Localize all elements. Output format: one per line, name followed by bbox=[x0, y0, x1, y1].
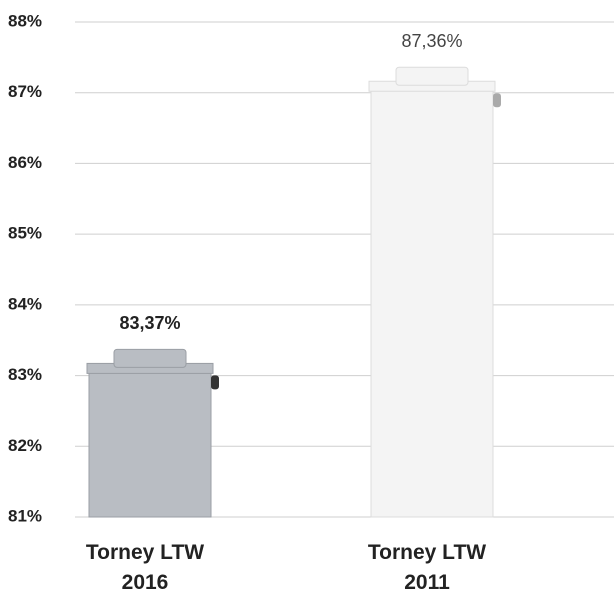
bar bbox=[370, 84, 494, 518]
y-tick-label: 88% bbox=[8, 11, 42, 30]
y-tick-label: 84% bbox=[8, 294, 42, 313]
x-tick-label: Torney LTW 2011 bbox=[367, 541, 487, 594]
lid-top bbox=[395, 66, 469, 86]
y-tick-label: 86% bbox=[8, 153, 42, 172]
y-tick-label: 83% bbox=[8, 365, 42, 384]
value-label: 83,37% bbox=[119, 313, 180, 333]
x-tick-label: Torney LTW 2016 bbox=[85, 541, 205, 594]
y-tick-label: 81% bbox=[8, 506, 42, 525]
value-label: 87,36% bbox=[401, 31, 462, 51]
lid-top bbox=[113, 348, 187, 368]
handle bbox=[493, 93, 501, 108]
y-tick-label: 82% bbox=[8, 436, 42, 455]
y-tick-label: 85% bbox=[8, 224, 42, 243]
y-tick-label: 87% bbox=[8, 82, 42, 101]
bar bbox=[88, 366, 212, 518]
handle bbox=[211, 375, 219, 390]
